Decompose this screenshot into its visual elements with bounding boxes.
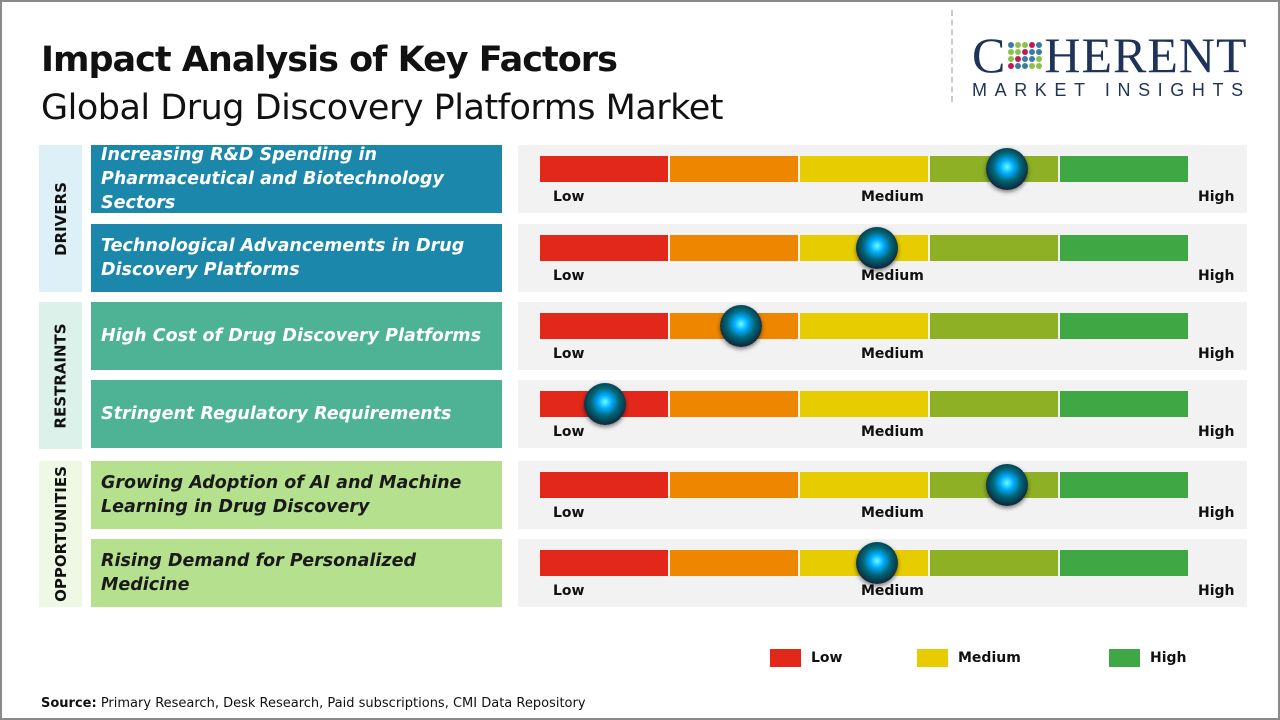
gauge-segment [1060, 156, 1188, 182]
scale-label-high: High [1198, 346, 1235, 362]
scale-label-medium: Medium [861, 268, 924, 284]
category-restraints: RESTRAINTS [39, 302, 82, 449]
gauge-segment [1060, 472, 1188, 498]
impact-marker [985, 148, 1028, 190]
impact-gauge: Low Medium High [518, 224, 1247, 292]
category-label: DRIVERS [51, 181, 70, 256]
legend-item: High [1109, 649, 1187, 667]
globe-icon [1008, 41, 1043, 69]
impact-marker [855, 227, 898, 269]
logo: C HERENT MARKET INSIGHTS [972, 27, 1251, 100]
scale-label-high: High [1198, 268, 1235, 284]
gauge-segment [540, 235, 668, 261]
gauge-segment [1060, 313, 1188, 339]
factor-label: Stringent Regulatory Requirements [91, 380, 502, 448]
scale-label-medium: Medium [861, 189, 924, 205]
scale-label-high: High [1198, 583, 1235, 599]
scale-label-low: Low [553, 505, 585, 521]
source-text: Primary Research, Desk Research, Paid su… [96, 696, 586, 711]
scale-label-low: Low [553, 268, 585, 284]
factor-label: Technological Advancements in Drug Disco… [91, 224, 502, 292]
impact-gauge: Low Medium High [518, 145, 1247, 213]
legend-label: High [1150, 650, 1187, 666]
impact-gauge: Low Medium High [518, 539, 1247, 607]
scale-label-low: Low [553, 583, 585, 599]
gauge-segment [930, 550, 1058, 576]
legend-swatch [1109, 649, 1140, 667]
category-label: RESTRAINTS [51, 322, 70, 429]
page-subtitle: Global Drug Discovery Platforms Market [41, 88, 723, 128]
gauge-segment [1060, 235, 1188, 261]
legend-item: Low [770, 649, 842, 667]
factor-label: Increasing R&D Spending in Pharmaceutica… [91, 145, 502, 213]
scale-label-high: High [1198, 505, 1235, 521]
gauge-segment [540, 313, 668, 339]
gauge-segment [540, 156, 668, 182]
gauge-segment [800, 472, 928, 498]
impact-gauge: Low Medium High [518, 380, 1247, 448]
legend-swatch [917, 649, 948, 667]
gauge-bar [540, 391, 1188, 417]
gauge-segment [540, 472, 668, 498]
factor-label: Rising Demand for Personalized Medicine [91, 539, 502, 607]
gauge-segment [930, 391, 1058, 417]
gauge-segment [1060, 550, 1188, 576]
gauge-bar [540, 550, 1188, 576]
factor-label: High Cost of Drug Discovery Platforms [91, 302, 502, 370]
legend-item: Medium [917, 649, 1021, 667]
gauge-segment [1060, 391, 1188, 417]
gauge-segment [930, 313, 1058, 339]
gauge-segment [800, 391, 928, 417]
impact-gauge: Low Medium High [518, 302, 1247, 370]
gauge-segment [540, 550, 668, 576]
scale-label-low: Low [553, 189, 585, 205]
gauge-segment [930, 235, 1058, 261]
page-title: Impact Analysis of Key Factors [41, 40, 618, 80]
legend-label: Low [811, 650, 843, 666]
impact-marker [583, 383, 626, 425]
source-label: Source: [41, 696, 97, 711]
gauge-bar [540, 472, 1188, 498]
scale-label-medium: Medium [861, 424, 924, 440]
gauge-segment [800, 313, 928, 339]
scale-label-low: Low [553, 424, 585, 440]
factor-label: Growing Adoption of AI and Machine Learn… [91, 461, 502, 529]
gauge-segment [670, 235, 798, 261]
gauge-segment [670, 391, 798, 417]
scale-label-medium: Medium [861, 346, 924, 362]
category-drivers: DRIVERS [39, 145, 82, 292]
source-note: Source: Primary Research, Desk Research,… [41, 696, 586, 711]
scale-label-high: High [1198, 189, 1235, 205]
legend-label: Medium [958, 650, 1021, 666]
impact-gauge: Low Medium High [518, 461, 1247, 529]
scale-label-medium: Medium [861, 505, 924, 521]
gauge-segment [670, 156, 798, 182]
scale-label-medium: Medium [861, 583, 924, 599]
gauge-segment [670, 472, 798, 498]
divider [951, 10, 953, 102]
gauge-segment [670, 550, 798, 576]
legend-swatch [770, 649, 801, 667]
gauge-bar [540, 156, 1188, 182]
category-label: OPPORTUNITIES [51, 466, 70, 602]
scale-label-high: High [1198, 424, 1235, 440]
gauge-bar [540, 313, 1188, 339]
impact-marker [855, 542, 898, 584]
impact-marker [719, 305, 762, 347]
impact-marker [985, 464, 1028, 506]
category-opportunities: OPPORTUNITIES [39, 461, 82, 607]
scale-label-low: Low [553, 346, 585, 362]
gauge-segment [800, 156, 928, 182]
